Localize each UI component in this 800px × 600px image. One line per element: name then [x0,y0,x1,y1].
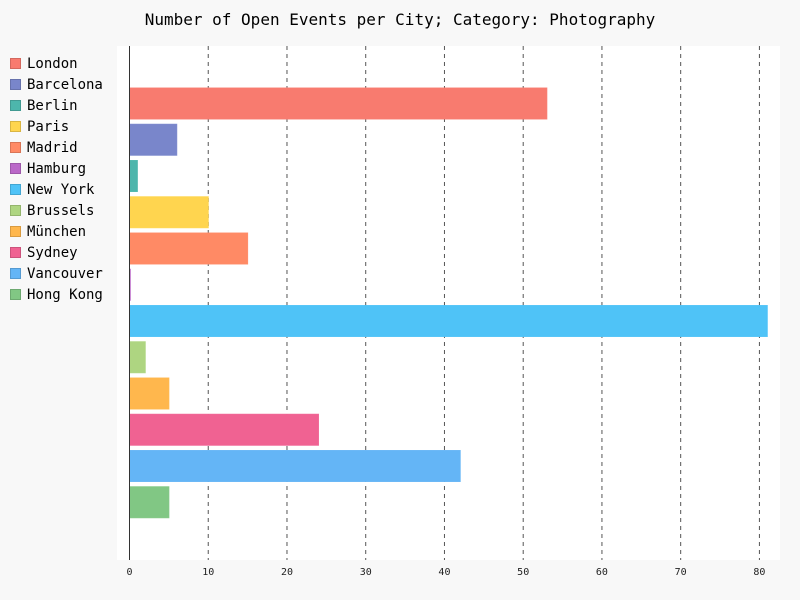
legend-item[interactable]: Hamburg [10,158,103,179]
legend-swatch [10,79,21,90]
x-tick-label: 50 [517,567,529,578]
legend-item[interactable]: Hong Kong [10,284,103,305]
legend-swatch [10,247,21,258]
legend-label: Madrid [27,139,78,156]
legend-label: London [27,55,78,72]
x-tick-label: 70 [675,567,687,578]
bar-new-york[interactable] [129,305,768,337]
legend-label: Hong Kong [27,286,103,303]
legend-item[interactable]: Sydney [10,242,103,263]
legend-item[interactable]: New York [10,179,103,200]
x-tick-label: 80 [753,567,765,578]
x-tick-label: 20 [281,567,293,578]
legend: London Barcelona Berlin Paris Madrid Hamburg N… [10,53,103,305]
legend-label: Paris [27,118,70,135]
legend-item[interactable]: London [10,53,103,74]
x-tick-label: 60 [596,567,608,578]
legend-label: Brussels [27,202,95,219]
legend-item[interactable]: Vancouver [10,263,103,284]
bar-hong-kong[interactable] [129,486,170,519]
x-tick-label: 10 [202,567,214,578]
legend-label: Barcelona [27,76,103,93]
legend-swatch [10,268,21,279]
bar-sydney[interactable] [129,413,319,446]
bar-london[interactable] [129,87,548,120]
legend-label: München [27,223,87,240]
legend-label: Hamburg [27,160,87,177]
legend-swatch [10,289,21,300]
bar-madrid[interactable] [129,232,249,265]
legend-label: New York [27,181,95,198]
legend-label: Sydney [27,244,78,261]
legend-item[interactable]: Berlin [10,95,103,116]
legend-swatch [10,205,21,216]
bar-münchen[interactable] [129,377,170,410]
legend-swatch [10,226,21,237]
bar-berlin[interactable] [129,160,138,192]
bar-paris[interactable] [129,196,209,229]
legend-swatch [10,163,21,174]
legend-item[interactable]: Paris [10,116,103,137]
legend-swatch [10,58,21,69]
legend-item[interactable]: München [10,221,103,242]
legend-label: Vancouver [27,265,103,282]
legend-swatch [10,121,21,132]
x-tick-label: 30 [360,567,372,578]
bar-barcelona[interactable] [129,123,178,156]
legend-item[interactable]: Brussels [10,200,103,221]
legend-swatch [10,184,21,195]
legend-item[interactable]: Madrid [10,137,103,158]
bar-brussels[interactable] [129,341,146,374]
legend-item[interactable]: Barcelona [10,74,103,95]
bar-vancouver[interactable] [129,450,461,482]
x-tick-label: 40 [438,567,450,578]
x-tick-label: 0 [126,567,132,578]
chart-title: Number of Open Events per City; Category… [144,10,656,29]
legend-label: Berlin [27,97,78,114]
legend-swatch [10,142,21,153]
legend-swatch [10,100,21,111]
